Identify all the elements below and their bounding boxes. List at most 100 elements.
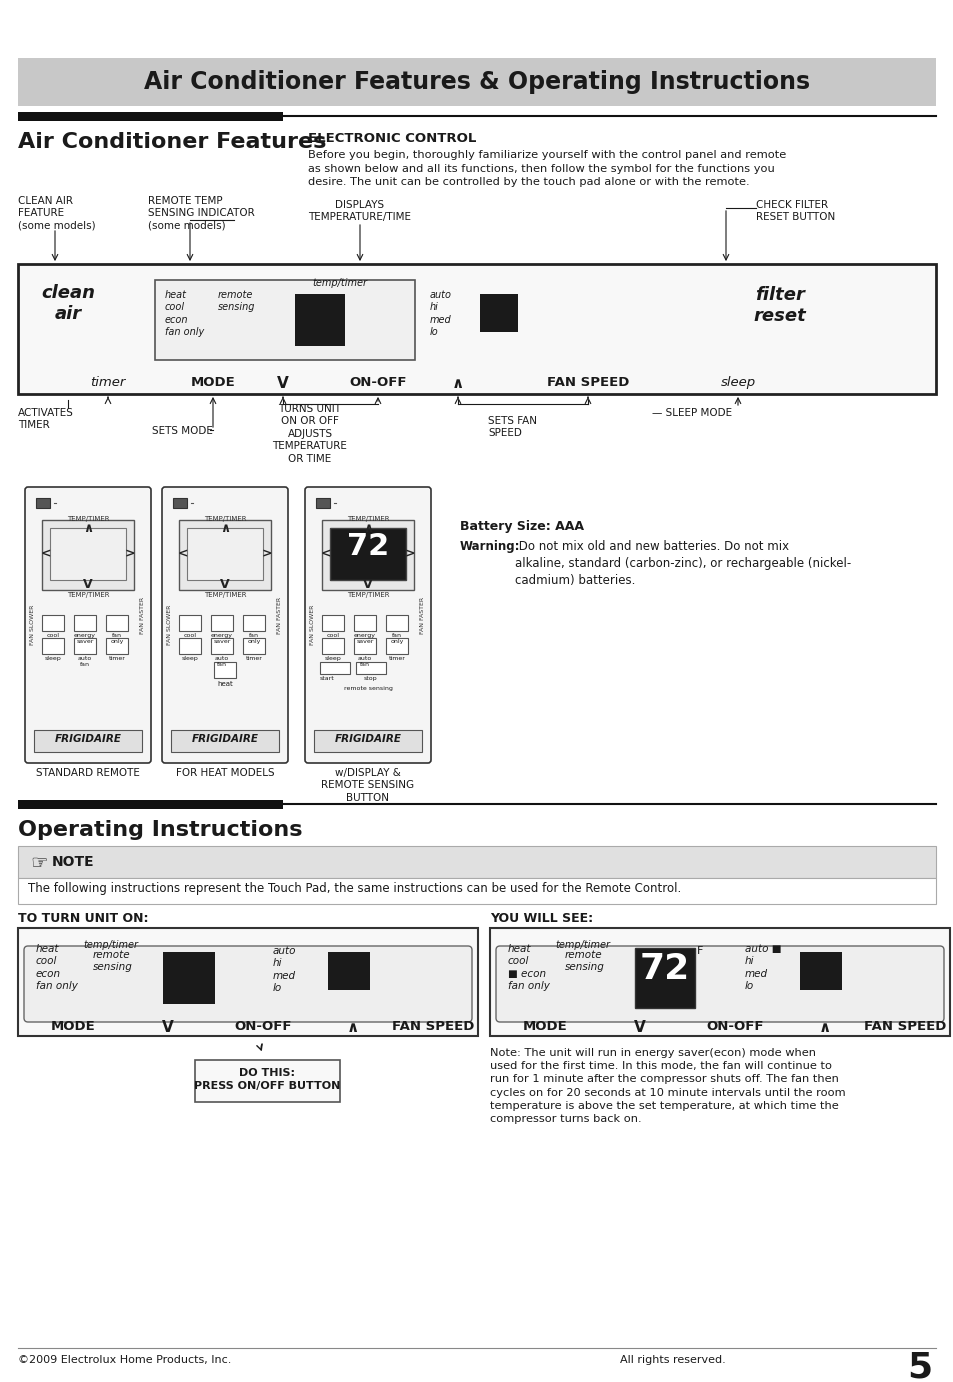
Text: auto
fan: auto fan — [214, 656, 229, 666]
Bar — [319, 662, 350, 674]
Text: remote
sensing: remote sensing — [564, 949, 604, 973]
Text: auto
hi
med
lo: auto hi med lo — [430, 290, 452, 337]
Bar — [211, 615, 233, 632]
Text: FAN SLOWER: FAN SLOWER — [30, 605, 35, 645]
Bar — [179, 615, 201, 632]
Bar — [42, 638, 64, 654]
Text: ON-OFF: ON-OFF — [234, 1020, 292, 1032]
Text: 72: 72 — [347, 532, 389, 561]
Bar — [322, 615, 344, 632]
Text: Warning:: Warning: — [459, 540, 520, 553]
Text: FAN SLOWER: FAN SLOWER — [310, 605, 315, 645]
Text: TEMP/TIMER: TEMP/TIMER — [346, 591, 389, 598]
FancyBboxPatch shape — [496, 947, 943, 1023]
Bar — [386, 638, 408, 654]
Text: ∧: ∧ — [452, 376, 464, 391]
Text: CLEAN AIR
FEATURE
(some models): CLEAN AIR FEATURE (some models) — [18, 196, 95, 229]
Text: cool: cool — [183, 633, 196, 638]
Bar — [243, 638, 265, 654]
Bar — [355, 662, 386, 674]
Text: TEMP/TIMER: TEMP/TIMER — [346, 515, 389, 522]
Bar — [322, 520, 414, 590]
Bar — [187, 528, 263, 580]
Text: ELECTRONIC CONTROL: ELECTRONIC CONTROL — [308, 133, 476, 145]
Text: fan
only: fan only — [111, 633, 124, 644]
Bar — [42, 520, 133, 590]
Text: MODE: MODE — [51, 1020, 95, 1032]
Text: 72: 72 — [639, 952, 689, 985]
Text: energy
saver: energy saver — [74, 633, 96, 644]
Text: >: > — [261, 547, 272, 560]
Text: energy
saver: energy saver — [211, 633, 233, 644]
Text: Note: The unit will run in energy saver(econ) mode when
used for the first time.: Note: The unit will run in energy saver(… — [490, 1048, 844, 1124]
Text: MODE: MODE — [522, 1020, 567, 1032]
FancyBboxPatch shape — [305, 486, 431, 763]
Text: <: < — [320, 547, 331, 560]
Text: — SLEEP MODE: — SLEEP MODE — [651, 408, 731, 417]
Text: FAN SPEED: FAN SPEED — [546, 376, 629, 388]
Text: The following instructions represent the Touch Pad, the same instructions can be: The following instructions represent the… — [28, 882, 680, 896]
Bar — [179, 520, 271, 590]
Text: TO TURN UNIT ON:: TO TURN UNIT ON: — [18, 912, 149, 925]
Text: timer: timer — [109, 656, 125, 661]
Text: YOU WILL SEE:: YOU WILL SEE: — [490, 912, 593, 925]
Text: V: V — [83, 578, 92, 591]
Text: V: V — [162, 1020, 173, 1035]
Bar — [179, 638, 201, 654]
Text: FAN SLOWER: FAN SLOWER — [168, 605, 172, 645]
Bar — [294, 294, 345, 346]
Text: filter
reset: filter reset — [753, 286, 805, 325]
Bar — [34, 730, 142, 752]
Text: V: V — [276, 376, 289, 391]
Bar — [42, 615, 64, 632]
Text: start: start — [319, 676, 335, 681]
Text: fan
only: fan only — [247, 633, 260, 644]
Text: CHECK FILTER
RESET BUTTON: CHECK FILTER RESET BUTTON — [755, 200, 835, 223]
Text: >: > — [125, 547, 135, 560]
Text: cool: cool — [326, 633, 339, 638]
Bar — [243, 615, 265, 632]
Text: temp/timer: temp/timer — [312, 278, 367, 287]
Bar — [18, 112, 283, 122]
Text: STANDARD REMOTE: STANDARD REMOTE — [36, 768, 140, 778]
Bar — [74, 638, 96, 654]
Text: <: < — [41, 547, 51, 560]
Bar — [315, 498, 330, 509]
Text: auto
fan: auto fan — [78, 656, 92, 666]
Text: sleep: sleep — [45, 656, 61, 661]
Text: heat: heat — [217, 681, 233, 687]
FancyBboxPatch shape — [162, 486, 288, 763]
Bar — [18, 927, 477, 1036]
Bar — [800, 952, 841, 990]
Text: ©2009 Electrolux Home Products, Inc.: ©2009 Electrolux Home Products, Inc. — [18, 1354, 232, 1365]
FancyBboxPatch shape — [25, 486, 151, 763]
Text: FOR HEAT MODELS: FOR HEAT MODELS — [175, 768, 274, 778]
Text: ACTIVATES
TIMER: ACTIVATES TIMER — [18, 408, 73, 430]
Bar — [74, 615, 96, 632]
Text: sleep: sleep — [181, 656, 198, 661]
Text: heat
cool
econ
fan only: heat cool econ fan only — [165, 290, 204, 337]
Text: ☞: ☞ — [30, 854, 48, 873]
Text: temp/timer: temp/timer — [83, 940, 138, 949]
Bar — [106, 638, 128, 654]
Text: remote sensing: remote sensing — [343, 685, 392, 691]
Text: Operating Instructions: Operating Instructions — [18, 820, 302, 840]
Text: TEMP/TIMER: TEMP/TIMER — [204, 591, 246, 598]
Text: auto
fan: auto fan — [357, 656, 372, 666]
Text: clean
air: clean air — [41, 283, 95, 323]
Text: V: V — [363, 578, 373, 591]
Text: >: > — [404, 547, 415, 560]
Text: All rights reserved.: All rights reserved. — [619, 1354, 725, 1365]
Text: remote
sensing: remote sensing — [92, 949, 132, 973]
Text: V: V — [220, 578, 230, 591]
Text: TEMP/TIMER: TEMP/TIMER — [204, 515, 246, 522]
Bar — [18, 800, 283, 808]
Text: fan
only: fan only — [390, 633, 403, 644]
Bar — [322, 638, 344, 654]
Text: heat
cool
econ
fan only: heat cool econ fan only — [36, 944, 78, 991]
Text: FRIGIDAIRE: FRIGIDAIRE — [192, 734, 258, 744]
Bar — [36, 498, 50, 509]
Text: stop: stop — [363, 676, 376, 681]
Text: Before you begin, thoroughly familiarize yourself with the control panel and rem: Before you begin, thoroughly familiarize… — [308, 151, 785, 187]
Bar — [354, 638, 375, 654]
